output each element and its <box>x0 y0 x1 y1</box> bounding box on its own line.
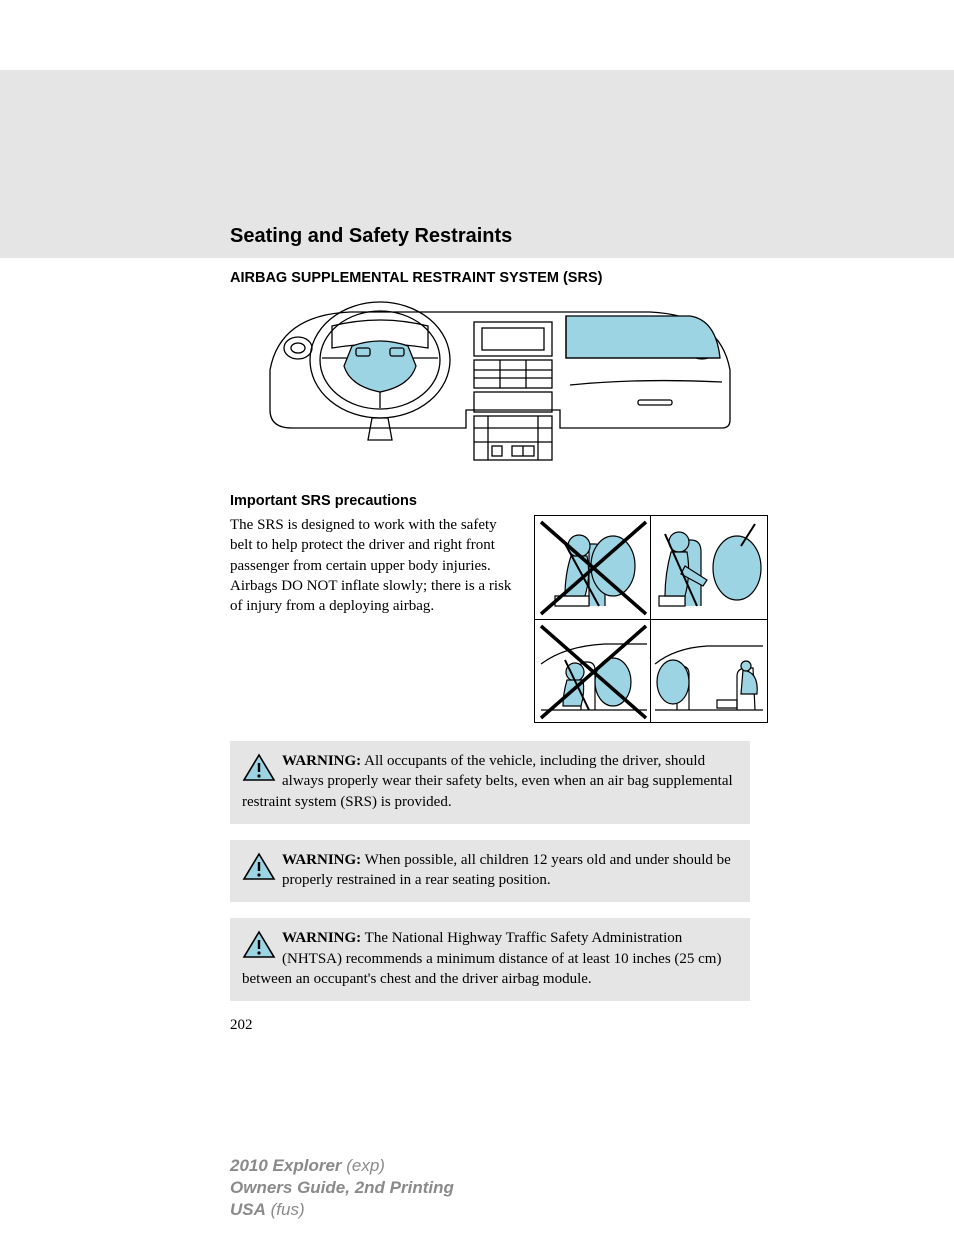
srs-row: The SRS is designed to work with the saf… <box>230 515 750 723</box>
warning-text-3: WARNING: The National Highway Traffic Sa… <box>242 930 721 987</box>
heading-srs: AIRBAG SUPPLEMENTAL RESTRAINT SYSTEM (SR… <box>230 270 750 286</box>
footer-block: 2010 Explorer (exp) Owners Guide, 2nd Pr… <box>230 1155 454 1221</box>
seat-cell-correct-adult <box>651 515 768 619</box>
dashboard-illustration <box>260 300 740 470</box>
warning-text-1: WARNING: All occupants of the vehicle, i… <box>242 753 733 810</box>
seat-cell-correct-child <box>651 619 768 723</box>
warning-icon <box>242 753 276 783</box>
warning-box-1: WARNING: All occupants of the vehicle, i… <box>230 741 750 824</box>
warning-box-3: WARNING: The National Highway Traffic Sa… <box>230 918 750 1001</box>
seat-cell-wrong-adult <box>534 515 651 619</box>
warning-box-2: WARNING: When possible, all children 12 … <box>230 840 750 903</box>
page-content: Seating and Safety Restraints AIRBAG SUP… <box>230 225 750 1034</box>
warning-icon <box>242 852 276 882</box>
heading-precautions: Important SRS precautions <box>230 493 750 509</box>
section-title: Seating and Safety Restraints <box>230 225 750 248</box>
srs-paragraph: The SRS is designed to work with the saf… <box>230 515 520 723</box>
page-number: 202 <box>230 1017 750 1034</box>
seat-cell-wrong-child <box>534 619 651 723</box>
seating-illustration-grid <box>534 515 768 723</box>
warning-text-2: WARNING: When possible, all children 12 … <box>282 850 738 891</box>
warning-icon <box>242 930 276 960</box>
